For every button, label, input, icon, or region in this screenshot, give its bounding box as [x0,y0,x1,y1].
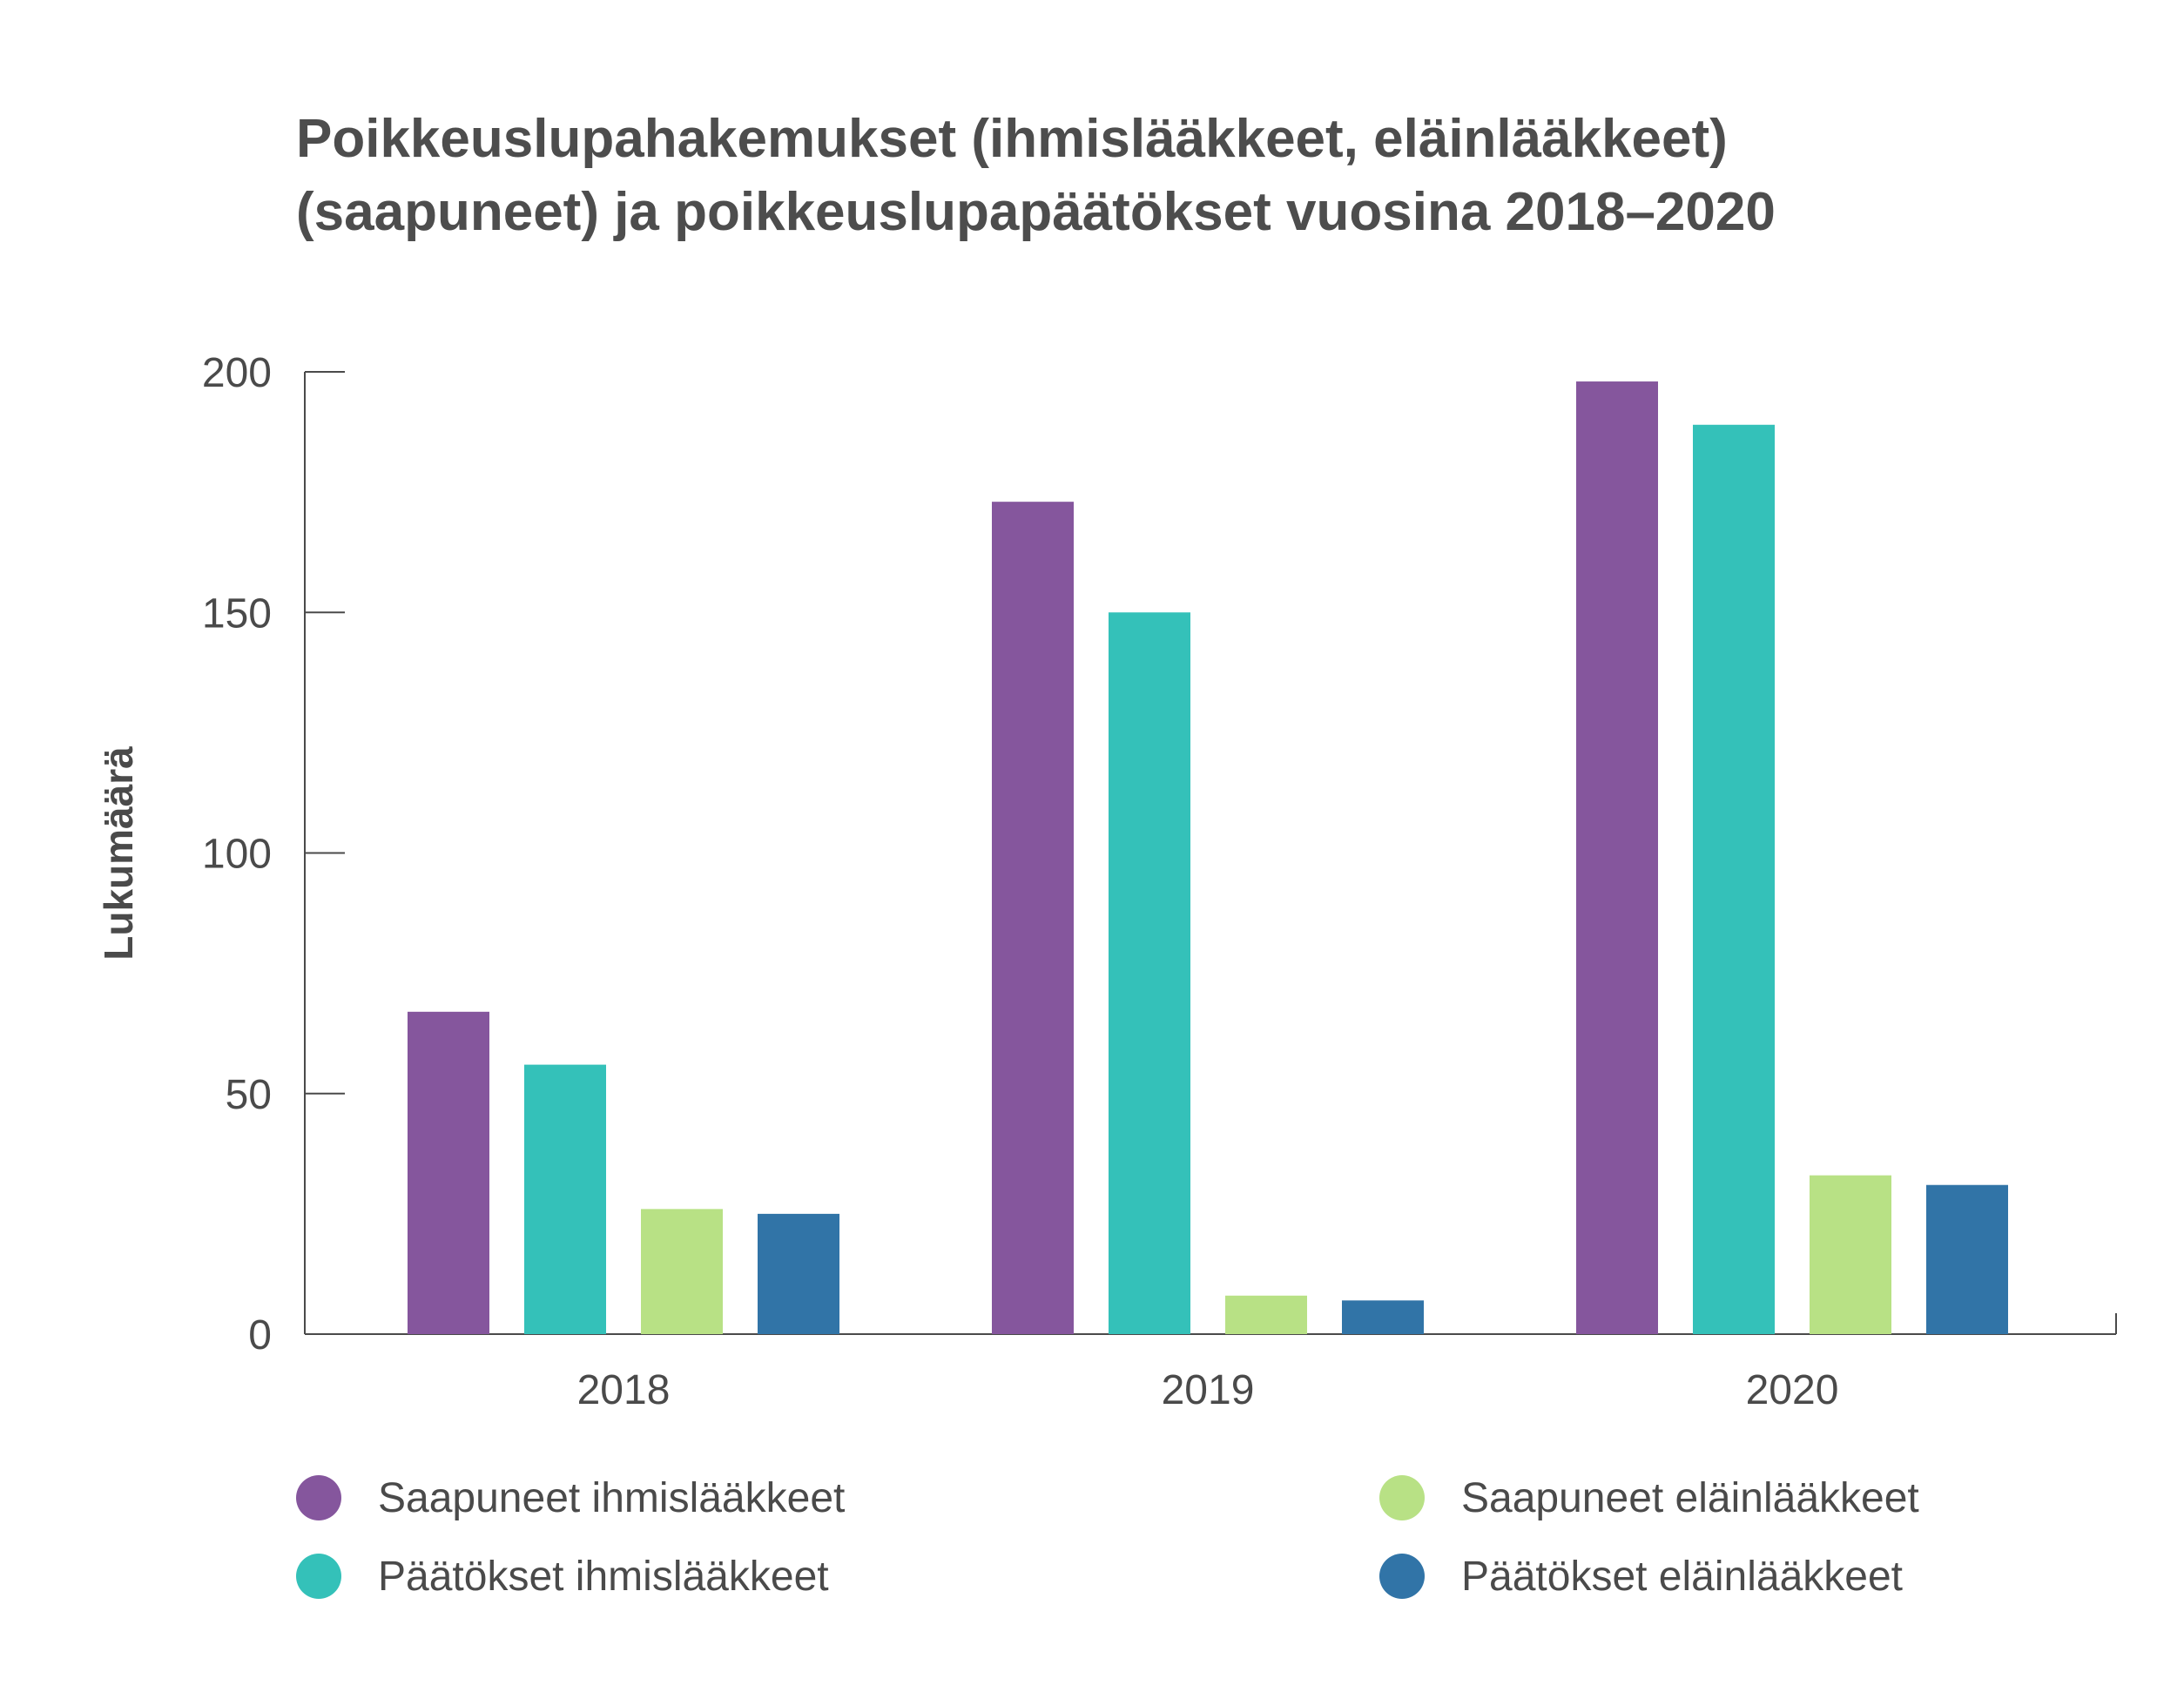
bar-2020-series-2 [1810,1175,1891,1334]
bar-2019-series-2 [1225,1295,1307,1334]
legend-item-saapuneet-elainlaakkeet: Saapuneet eläinlääkkeet [1379,1472,1919,1524]
legend-label: Päätökset eläinlääkkeet [1461,1553,1903,1600]
legend: Saapuneet ihmislääkkeet Päätökset ihmisl… [0,1472,2184,1646]
bar-2018-series-1 [524,1064,606,1334]
bar-2018-series-2 [641,1209,723,1334]
bars [408,381,2008,1334]
legend-item-saapuneet-ihmislaakkeet: Saapuneet ihmislääkkeet [296,1472,845,1524]
x-tick-label: 2019 [1162,1367,1255,1413]
bar-2020-series-0 [1576,381,1658,1334]
bar-2019-series-1 [1109,612,1190,1334]
y-tick-label: 200 [202,350,272,396]
bar-chart: 0 50 100 150 200 Lukumäärä 2018 2019 2020 [96,350,2117,1413]
y-axis-title: Lukumäärä [96,746,141,961]
y-tick-label: 50 [226,1072,272,1118]
legend-label: Saapuneet eläinlääkkeet [1461,1474,1919,1521]
y-tick-label: 150 [202,590,272,637]
legend-item-paatokset-ihmislaakkeet: Päätökset ihmislääkkeet [296,1550,829,1602]
y-tick-label: 0 [248,1312,272,1359]
x-tick-label: 2018 [577,1367,671,1413]
legend-swatch [296,1554,341,1599]
bar-2019-series-3 [1342,1300,1424,1334]
y-tick-label: 100 [202,832,272,878]
bar-2020-series-3 [1926,1184,2008,1334]
legend-swatch [1379,1554,1425,1599]
x-tick-label: 2020 [1746,1367,1839,1413]
chart-title-line-1: Poikkeuslupahakemukset (ihmislääkkeet, e… [296,109,1728,169]
bar-2018-series-0 [408,1011,489,1334]
axis-labels: 0 50 100 150 200 Lukumäärä 2018 2019 2020 [96,350,1838,1413]
legend-label: Saapuneet ihmislääkkeet [378,1474,846,1521]
bar-2019-series-0 [992,502,1074,1334]
bar-2018-series-3 [758,1213,839,1334]
bar-2020-series-1 [1693,424,1775,1334]
chart-title: Poikkeuslupahakemukset (ihmislääkkeet, e… [296,103,2038,249]
legend-swatch [296,1475,341,1520]
chart-title-line-2: (saapuneet) ja poikkeuslupapäätökset vuo… [296,182,1776,242]
legend-label: Päätökset ihmislääkkeet [378,1553,829,1600]
legend-item-paatokset-elainlaakkeet: Päätökset eläinlääkkeet [1379,1550,1903,1602]
legend-swatch [1379,1475,1425,1520]
